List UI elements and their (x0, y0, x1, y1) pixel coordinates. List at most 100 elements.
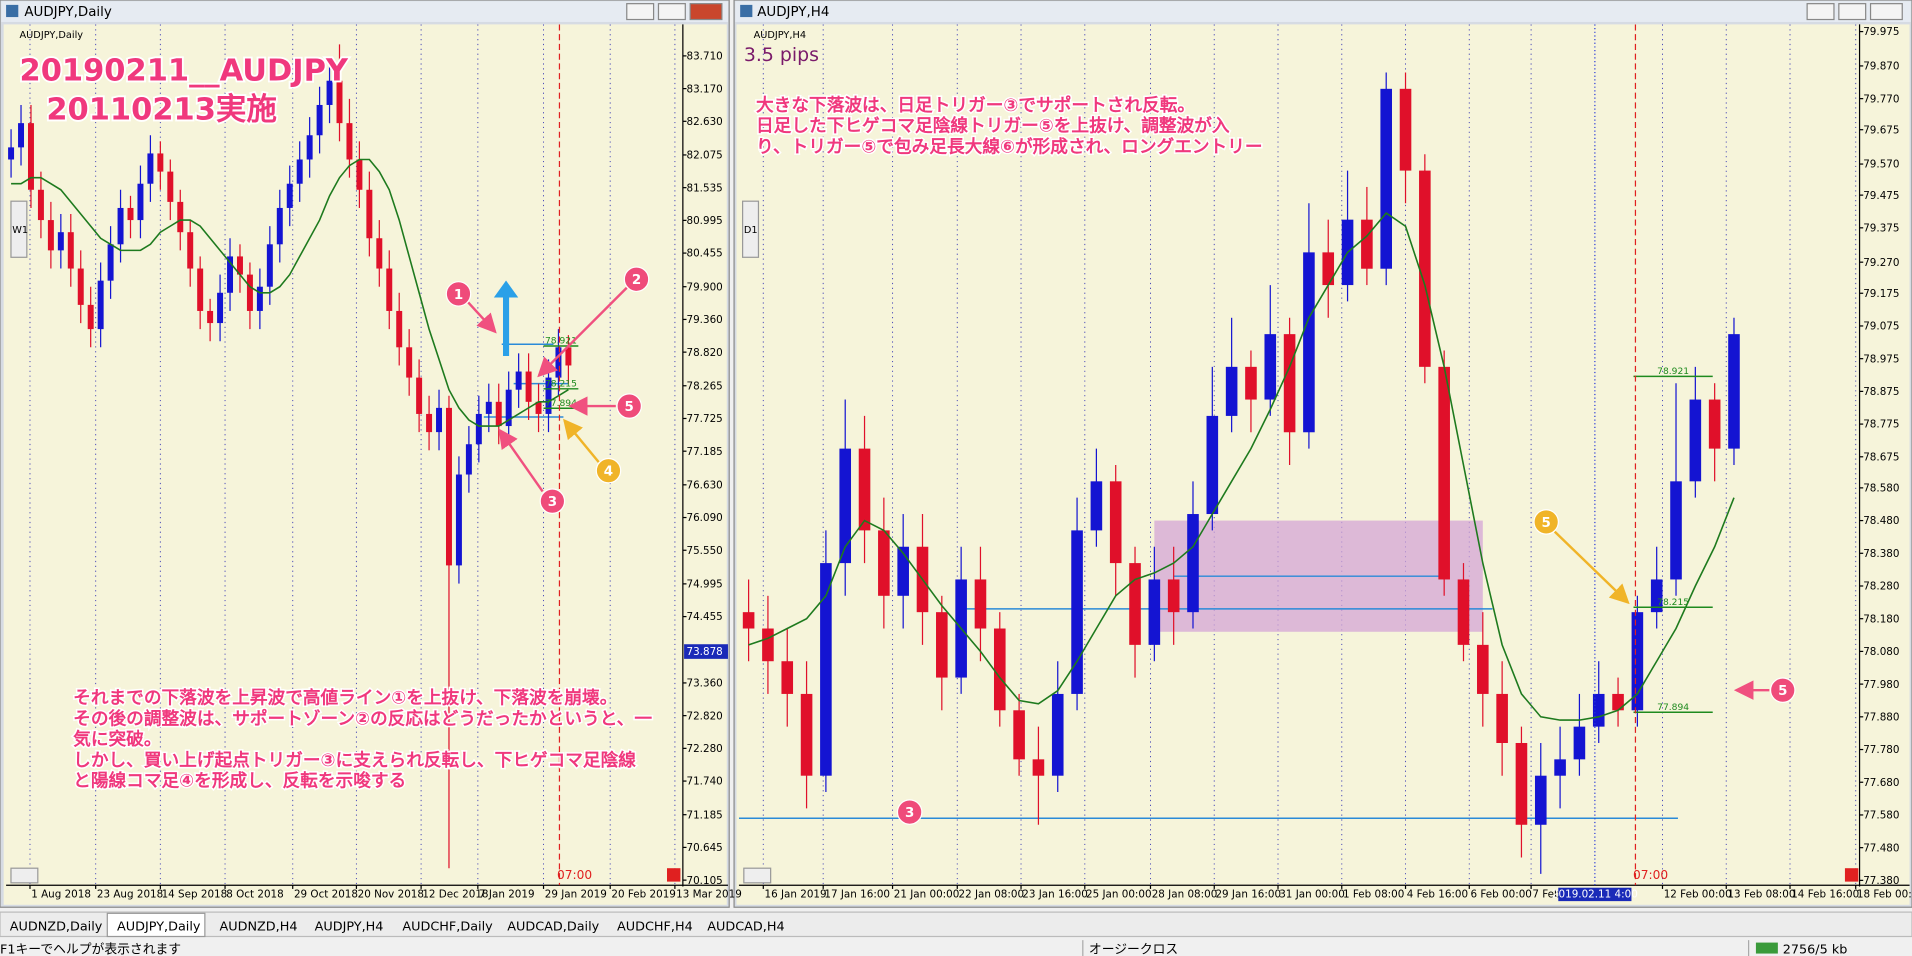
maximize-button[interactable] (1838, 3, 1867, 21)
candle-body (1496, 693, 1508, 743)
candle-body (87, 304, 94, 330)
candle-body (366, 189, 373, 239)
candle-body (306, 135, 313, 160)
y-tick-label: 79.675 (1863, 124, 1899, 136)
timeframe-control[interactable] (10, 200, 28, 258)
candle-body (256, 286, 263, 311)
y-tick-label: 73.360 (687, 678, 723, 690)
candle-body (1148, 579, 1161, 645)
close-button[interactable] (689, 3, 723, 21)
y-tick-label: 79.175 (1863, 288, 1899, 300)
candle-body (858, 448, 871, 531)
level-label: 78.921 (545, 337, 577, 347)
marker (623, 266, 650, 293)
tab[interactable]: AUDCHF,Daily (402, 919, 493, 934)
candle-body (993, 628, 1006, 711)
marker-label: 3 (548, 495, 557, 510)
timeframe-control[interactable] (741, 200, 760, 258)
timeframe-button[interactable]: W1 (12, 225, 28, 236)
y-tick-label: 78.775 (1863, 419, 1899, 431)
y-tick-label: 79.870 (1863, 61, 1899, 73)
active-tab[interactable] (106, 912, 206, 938)
timeframe-button[interactable]: D1 (744, 225, 758, 236)
candle-body (742, 612, 755, 629)
y-tick-label: 77.480 (1863, 842, 1899, 854)
candle-body (127, 207, 134, 221)
y-tick-label: 78.265 (687, 380, 723, 392)
candle-body (1051, 693, 1064, 776)
y-tick-label: 74.995 (687, 579, 723, 591)
y-tick-label: 83.710 (687, 51, 723, 63)
candle-body (1109, 481, 1122, 564)
candle-body (396, 310, 403, 348)
x-tick-label: 29 Jan 16:00 (1215, 888, 1281, 900)
time-marker-label: 07:00 (557, 868, 592, 882)
candle-body (286, 183, 293, 208)
candle-body (555, 347, 562, 378)
x-tick-label: 25 Jan 00:00 (1086, 888, 1152, 900)
y-tick-label: 78.280 (1863, 581, 1899, 593)
y-tick-label: 77.880 (1863, 711, 1899, 723)
annotation-line: しかし、買い上げ起点トリガー③に支えられ反転し、下ヒゲコマ足陰線 (73, 749, 636, 771)
add-button[interactable] (667, 868, 681, 882)
x-tick-label: 13 Feb 08:00 (1727, 888, 1795, 900)
candle-body (346, 123, 353, 160)
y-tick-label: 77.780 (1863, 744, 1899, 756)
candle-body (316, 104, 323, 136)
candle-body (1013, 710, 1025, 760)
candle-body (545, 377, 552, 414)
marker-label: 5 (625, 400, 634, 415)
candle-body (1631, 612, 1644, 711)
scroll-control[interactable] (743, 867, 772, 884)
moving-average (11, 158, 569, 427)
annotation-line: 日足した下ヒゲコマ足陰線トリガー⑤を上抜け、調整波が入 (756, 115, 1230, 137)
candle-body (1650, 579, 1663, 613)
candle-body (107, 244, 114, 281)
y-tick-label: 79.075 (1863, 321, 1899, 333)
tab[interactable]: AUDCAD,H4 (707, 919, 784, 934)
x-tick-label: 28 Jan 08:00 (1152, 888, 1218, 900)
scroll-control[interactable] (10, 867, 39, 884)
y-tick-label: 79.975 (1863, 26, 1899, 38)
arrow (563, 418, 600, 463)
cursor-label-box (1558, 887, 1632, 902)
tab[interactable]: AUDCHF,H4 (617, 919, 693, 934)
annotation-subtitle: 20110213実施 (46, 93, 277, 128)
candle-body (565, 347, 572, 366)
candle-body (276, 207, 283, 245)
price-box (684, 644, 728, 659)
candle-body (197, 268, 204, 311)
x-tick-label: 23 Aug 2018 (97, 888, 163, 900)
candle-body (67, 232, 74, 269)
candle-body (336, 80, 343, 124)
x-tick-label: 23 Jan 16:00 (1022, 888, 1088, 900)
status-text: F1キーでヘルプが表示されます (0, 943, 181, 956)
marker-label: 1 (454, 288, 463, 303)
candle-body (426, 413, 433, 433)
candle-body (1419, 170, 1431, 367)
y-tick-label: 83.170 (687, 83, 723, 95)
close-button[interactable] (1869, 3, 1903, 21)
minimize-button[interactable] (626, 3, 655, 21)
marker-label: 4 (604, 465, 613, 480)
y-tick-label: 72.280 (687, 743, 723, 755)
tab[interactable]: AUDNZD,Daily (10, 919, 103, 934)
candle-body (1225, 366, 1238, 416)
y-tick-label: 77.980 (1863, 679, 1899, 691)
minimize-button[interactable] (1806, 3, 1835, 21)
tab[interactable]: AUDJPY,H4 (315, 919, 384, 934)
tab[interactable]: AUDCAD,Daily (507, 919, 599, 934)
add-button[interactable] (1844, 868, 1859, 882)
plot (738, 24, 1857, 886)
y-tick-label: 74.455 (687, 611, 723, 623)
candle-body (376, 238, 383, 269)
tab[interactable]: AUDJPY,Daily (117, 919, 201, 934)
candle-body (475, 413, 482, 445)
candle-body (515, 371, 522, 390)
candle-body (1032, 759, 1045, 776)
tab[interactable]: AUDNZD,H4 (219, 919, 297, 934)
moving-average (748, 212, 1735, 721)
candle-body (495, 401, 502, 427)
maximize-button[interactable] (657, 3, 686, 21)
